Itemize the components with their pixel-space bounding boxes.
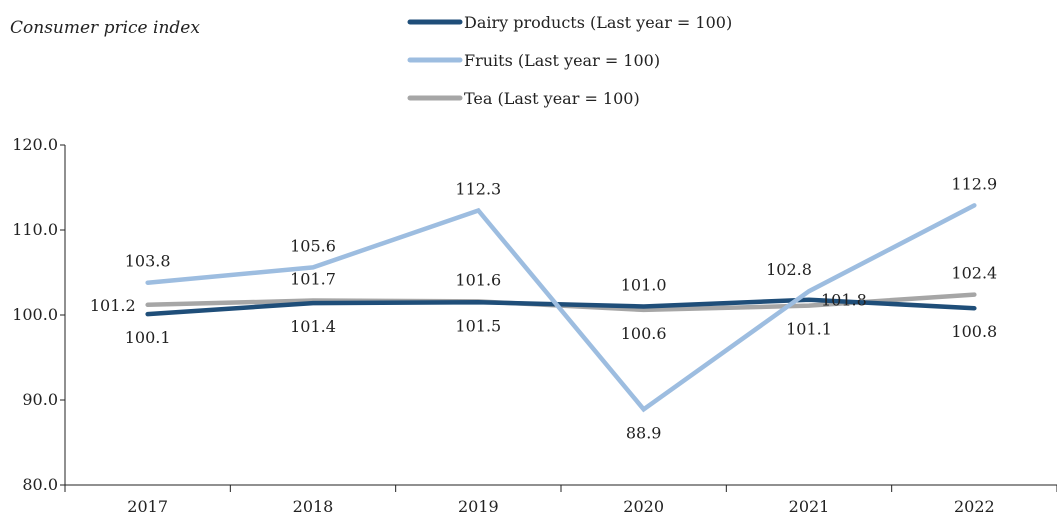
series-line: [145, 297, 977, 317]
data-label: 101.1: [786, 320, 832, 339]
data-label: 112.3: [455, 179, 501, 198]
data-label: 88.9: [626, 423, 662, 442]
series-line: [145, 203, 977, 413]
data-label: 101.5: [455, 316, 501, 335]
series-lines: [145, 203, 977, 413]
y-tick-label: 110.0: [12, 220, 58, 239]
data-label: 105.6: [290, 236, 336, 255]
data-label: 103.8: [125, 252, 171, 271]
x-tick-label: 2017: [127, 497, 168, 516]
y-tick-label: 120.0: [12, 135, 58, 154]
legend-label: Tea (Last year = 100): [464, 89, 640, 108]
y-tick-label: 100.0: [12, 305, 58, 324]
data-label: 101.0: [621, 276, 667, 295]
data-label: 101.2: [90, 296, 136, 315]
x-tick-label: 2022: [954, 497, 995, 516]
legend-label: Dairy products (Last year = 100): [464, 13, 732, 32]
x-tick-label: 2019: [458, 497, 499, 516]
data-label: 100.6: [621, 324, 667, 343]
data-label: 101.8: [821, 291, 867, 310]
legend: Dairy products (Last year = 100) Fruits (…: [407, 13, 732, 108]
legend-label: Fruits (Last year = 100): [464, 51, 660, 70]
data-label: 102.4: [951, 264, 997, 283]
y-tick-label: 90.0: [22, 390, 58, 409]
data-label: 100.8: [951, 322, 997, 341]
y-axis-title: Consumer price index: [10, 18, 200, 38]
data-labels: 100.1 101.4 101.5 101.0 101.8 100.8 103.8 105.6…: [90, 174, 997, 442]
x-tick-label: 2018: [293, 497, 334, 516]
y-tick-label: 80.0: [22, 475, 58, 494]
data-label: 100.1: [125, 328, 171, 347]
data-label: 112.9: [951, 174, 997, 193]
x-tick-label: 2020: [623, 497, 664, 516]
data-label: 101.7: [290, 270, 336, 289]
data-label: 101.6: [455, 270, 501, 289]
data-label: 101.4: [290, 317, 336, 336]
data-label: 102.8: [766, 260, 812, 279]
axes: 80.0 90.0 100.0 110.0 120.0 2017 2018 2019 2020 2…: [12, 135, 1057, 516]
x-tick-label: 2021: [789, 497, 830, 516]
